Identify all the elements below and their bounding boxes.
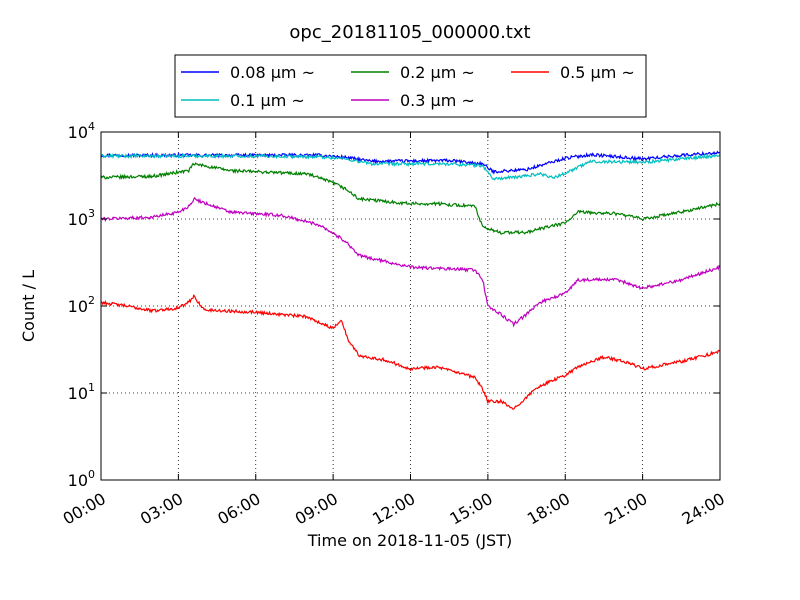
x-tick-label: 21:00 <box>601 489 650 529</box>
y-tick-exponent: 3 <box>88 207 95 220</box>
axis-ticks <box>100 131 721 481</box>
x-tick-labels: 00:00 03:00 06:00 09:00 12:00 15:00 18:00 21:00… <box>60 489 728 529</box>
series-line <box>100 152 721 181</box>
y-tick-label: 101 <box>68 381 95 403</box>
y-tick-base: 10 <box>68 210 88 229</box>
legend-box <box>174 54 647 118</box>
y-tick-base: 10 <box>68 471 88 490</box>
y-tick-base: 10 <box>68 384 88 403</box>
y-tick-label: 103 <box>68 207 95 229</box>
y-tick-exponent: 1 <box>88 381 95 394</box>
grid <box>101 132 720 480</box>
legend-label: 0.2 μm ~ <box>400 63 475 82</box>
y-tick-label: 100 <box>68 468 95 490</box>
legend-label: 0.5 μm ~ <box>560 63 635 82</box>
legend-label: 0.1 μm ~ <box>230 91 305 110</box>
y-tick-exponent: 2 <box>88 294 95 307</box>
y-axis-label: Count / L <box>19 270 38 342</box>
legend: 0.08 μm ~ 0.1 μm ~ 0.2 μm ~ 0.3 μm ~ 0.5 μm … <box>174 54 647 118</box>
chart-title: opc_20181105_000000.txt <box>289 22 530 43</box>
legend-label: 0.08 μm ~ <box>230 63 315 82</box>
x-tick-label: 06:00 <box>214 489 263 529</box>
x-tick-label: 15:00 <box>446 489 495 529</box>
x-tick-label: 24:00 <box>679 489 728 529</box>
series-lines <box>100 150 721 410</box>
y-tick-label: 102 <box>68 294 95 316</box>
series-line <box>100 162 721 236</box>
series-line <box>100 196 721 328</box>
y-tick-base: 10 <box>68 123 88 142</box>
x-tick-label: 09:00 <box>292 489 341 529</box>
x-tick-label: 12:00 <box>369 489 418 529</box>
x-axis-label: Time on 2018-11-05 (JST) <box>307 531 512 550</box>
x-tick-label: 00:00 <box>60 489 109 529</box>
series-line <box>100 294 721 410</box>
y-tick-exponent: 4 <box>88 120 95 133</box>
y-tick-exponent: 0 <box>88 468 95 481</box>
y-tick-base: 10 <box>68 297 88 316</box>
y-tick-label: 104 <box>68 120 95 142</box>
x-tick-label: 03:00 <box>137 489 186 529</box>
legend-label: 0.3 μm ~ <box>400 91 475 110</box>
x-tick-label: 18:00 <box>524 489 573 529</box>
